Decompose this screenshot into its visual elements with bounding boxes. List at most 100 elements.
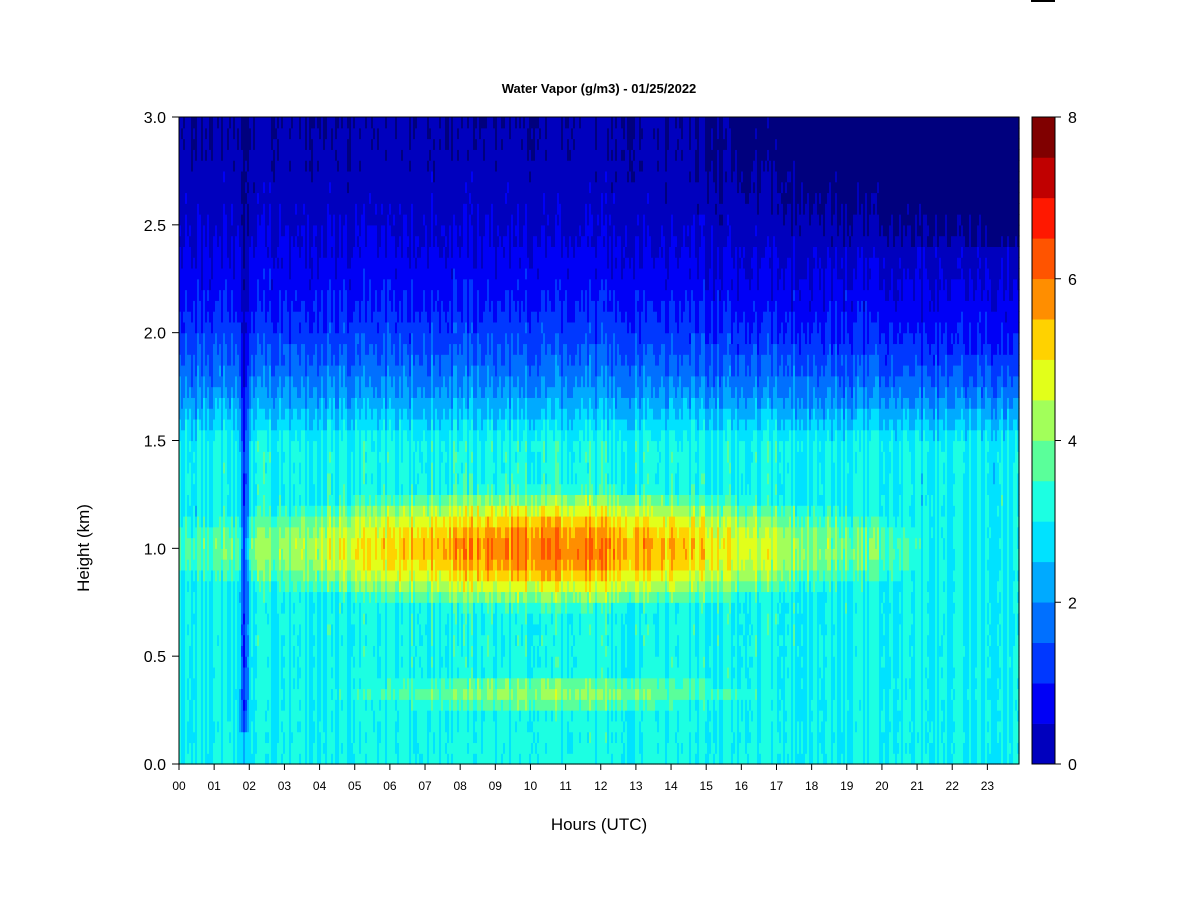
heatmap-cell: [233, 451, 236, 463]
heatmap-cell: [249, 257, 252, 269]
heatmap-cell: [211, 559, 214, 571]
heatmap-cell: [257, 656, 260, 668]
heatmap-cell: [275, 753, 278, 765]
heatmap-cell: [265, 720, 268, 733]
heatmap-cell: [277, 634, 280, 646]
heatmap-cell: [241, 720, 244, 733]
heatmap-cell: [225, 526, 228, 539]
heatmap-cell: [185, 365, 188, 377]
heatmap-cell: [225, 472, 228, 485]
heatmap-cell: [183, 386, 186, 398]
heatmap-cell: [267, 127, 270, 140]
heatmap-cell: [269, 753, 272, 765]
heatmap-cell: [235, 278, 238, 291]
heatmap-cell: [271, 375, 274, 388]
heatmap-cell: [255, 623, 258, 636]
heatmap-cell: [253, 559, 256, 571]
heatmap-cell: [259, 483, 262, 496]
heatmap-cell: [233, 181, 236, 194]
heatmap-cell: [241, 321, 244, 334]
heatmap-cell: [233, 214, 236, 226]
heatmap-cell: [235, 548, 238, 560]
heatmap-cell: [261, 246, 264, 258]
heatmap-cell: [215, 710, 218, 722]
heatmap-cell: [265, 267, 268, 280]
heatmap-cell: [195, 289, 198, 301]
heatmap-cell: [205, 656, 208, 668]
heatmap-cell: [231, 408, 234, 420]
heatmap-cell: [271, 623, 274, 636]
heatmap-cell: [269, 613, 272, 625]
heatmap-cell: [275, 365, 278, 377]
heatmap-cell: [207, 408, 210, 420]
heatmap-cell: [267, 386, 270, 398]
heatmap-cell: [259, 160, 262, 172]
heatmap-cell: [243, 515, 246, 528]
heatmap-cell: [207, 483, 210, 496]
heatmap-cell: [229, 494, 232, 506]
heatmap-cell: [191, 537, 194, 549]
heatmap-cell: [195, 440, 198, 452]
heatmap-cell: [187, 203, 190, 215]
heatmap-cell: [205, 559, 208, 571]
heatmap-cell: [261, 623, 264, 636]
heatmap-cell: [187, 731, 190, 744]
heatmap-cell: [199, 300, 202, 312]
heatmap-cell: [201, 170, 204, 183]
heatmap-cell: [193, 440, 196, 452]
heatmap-cell: [193, 720, 196, 733]
heatmap-cell: [263, 580, 266, 593]
heatmap-cell: [195, 117, 198, 129]
heatmap-cell: [267, 117, 270, 129]
heatmap-cell: [181, 656, 184, 668]
heatmap-cell: [259, 451, 262, 463]
heatmap-cell: [187, 408, 190, 420]
heatmap-cell: [191, 192, 194, 204]
heatmap-cell: [253, 656, 256, 668]
heatmap-cell: [187, 451, 190, 463]
heatmap-cell: [247, 203, 250, 215]
heatmap-cell: [277, 170, 280, 183]
heatmap-cell: [245, 332, 248, 345]
heatmap-cell: [187, 699, 190, 711]
heatmap-cell: [239, 720, 242, 733]
heatmap-cell: [211, 688, 214, 700]
heatmap-cell: [263, 451, 266, 463]
heatmap-cell: [273, 526, 276, 539]
heatmap-cell: [201, 505, 204, 517]
heatmap-cell: [219, 224, 222, 237]
heatmap-cell: [199, 311, 202, 323]
heatmap-cell: [263, 332, 266, 345]
heatmap-cell: [189, 246, 192, 258]
heatmap-cell: [255, 569, 258, 582]
heatmap-cell: [259, 192, 262, 204]
heatmap-cell: [191, 656, 194, 668]
heatmap-cell: [179, 192, 182, 204]
heatmap-cell: [215, 321, 218, 334]
heatmap-cell: [201, 548, 204, 560]
heatmap-cell: [187, 753, 190, 765]
heatmap-cell: [203, 645, 206, 657]
heatmap-cell: [195, 278, 198, 291]
heatmap-cell: [211, 267, 214, 280]
heatmap-cell: [179, 451, 182, 463]
heatmap-cell: [195, 429, 198, 442]
heatmap-cell: [277, 623, 280, 636]
heatmap-cell: [197, 548, 200, 560]
heatmap-cell: [251, 602, 254, 614]
heatmap-cell: [277, 613, 280, 625]
heatmap-cell: [219, 623, 222, 636]
heatmap-cell: [237, 472, 240, 485]
heatmap-cell: [279, 483, 282, 496]
heatmap-cell: [279, 257, 282, 269]
heatmap-cell: [225, 224, 228, 237]
heatmap-cell: [259, 235, 262, 247]
heatmap-cell: [189, 386, 192, 398]
heatmap-cell: [233, 386, 236, 398]
heatmap-cell: [227, 666, 230, 679]
heatmap-cell: [267, 580, 270, 593]
heatmap-cell: [221, 688, 224, 700]
heatmap-cell: [229, 515, 232, 528]
heatmap-cell: [211, 623, 214, 636]
heatmap-cell: [267, 548, 270, 560]
